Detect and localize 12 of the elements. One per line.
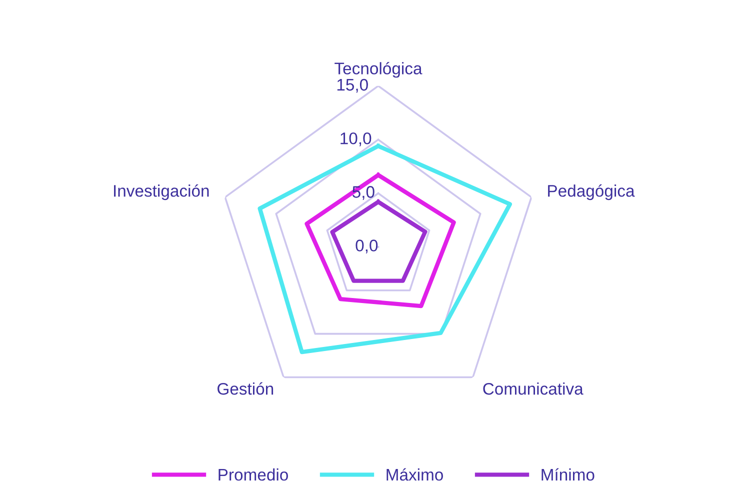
legend-label: Promedio	[218, 468, 288, 481]
y-tick-label: 5,0	[352, 186, 374, 200]
legend-label: Mínimo	[542, 468, 594, 481]
spoke-label: Tecnológica	[334, 62, 422, 78]
y-tick-label: 10,0	[340, 132, 372, 146]
y-tick-label: 15,0	[337, 78, 368, 93]
spoke-label: Investigación	[114, 184, 209, 200]
spoke-label: Gestión	[218, 382, 274, 395]
spoke-label: Pedagógica	[548, 184, 635, 200]
legend-label: Máximo	[386, 468, 443, 481]
y-tick-label: 0,0	[356, 240, 378, 254]
spoke-label: Comunicativa	[483, 382, 584, 395]
